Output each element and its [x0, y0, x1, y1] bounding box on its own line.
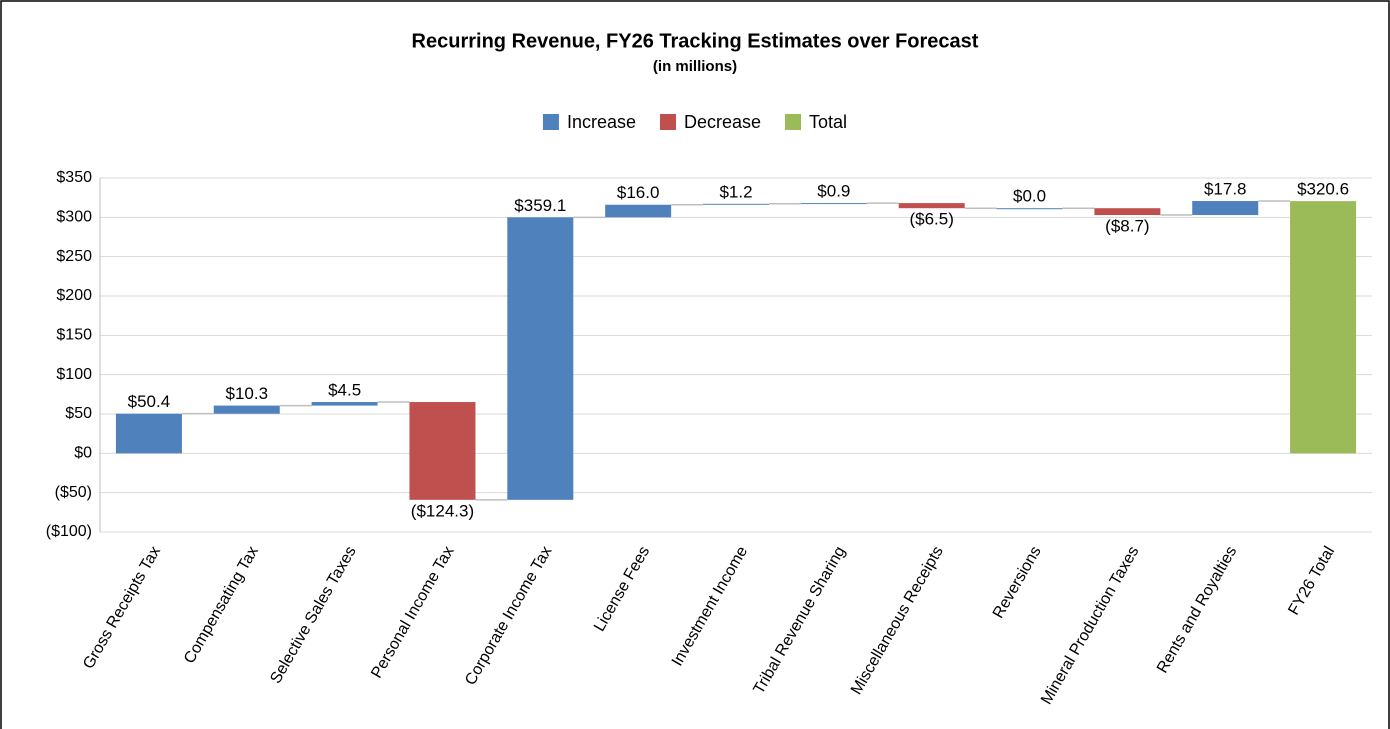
data-label: $16.0: [617, 183, 660, 202]
y-tick-label: ($100): [46, 523, 92, 540]
y-tick-label: $50: [65, 405, 92, 422]
data-label: $10.3: [225, 384, 268, 403]
bar: [800, 203, 867, 205]
legend-label: Increase: [567, 112, 636, 132]
data-label: $320.6: [1297, 180, 1349, 199]
bar: [1290, 201, 1357, 454]
y-tick-label: $250: [56, 248, 92, 265]
y-tick-label: ($50): [55, 484, 92, 501]
data-label: $359.1: [514, 196, 566, 215]
data-label: ($6.5): [909, 210, 953, 229]
data-label: $0.0: [1013, 187, 1046, 206]
data-label: $17.8: [1204, 180, 1247, 199]
bar: [115, 413, 182, 454]
data-label: $50.4: [128, 392, 171, 411]
bar: [898, 203, 965, 209]
y-tick-label: $200: [56, 287, 92, 304]
bar: [1192, 201, 1259, 216]
data-label: ($124.3): [411, 501, 474, 520]
chart-subtitle: (in millions): [653, 58, 737, 75]
legend-swatch: [542, 114, 559, 130]
bar: [996, 208, 1063, 210]
bar: [703, 203, 769, 205]
bar: [605, 204, 672, 218]
legend-label: Total: [809, 112, 847, 132]
y-tick-label: $150: [56, 327, 92, 344]
legend-swatch: [785, 114, 802, 130]
y-tick-label: $300: [56, 209, 92, 226]
y-tick-label: $100: [56, 366, 92, 383]
y-tick-label: $0: [74, 445, 92, 462]
data-label: ($8.7): [1105, 217, 1149, 236]
legend-label: Decrease: [684, 112, 761, 132]
bar: [311, 402, 378, 406]
data-label: $4.5: [328, 381, 361, 400]
y-tick-label: $350: [56, 169, 92, 186]
bar: [1094, 208, 1161, 216]
bar: [213, 405, 280, 414]
legend-swatch: [659, 114, 676, 130]
data-label: $0.9: [817, 182, 850, 201]
bar: [409, 402, 476, 500]
chart-title: Recurring Revenue, FY26 Tracking Estimat…: [412, 30, 979, 52]
data-label: $1.2: [719, 182, 752, 201]
bar: [507, 217, 574, 500]
